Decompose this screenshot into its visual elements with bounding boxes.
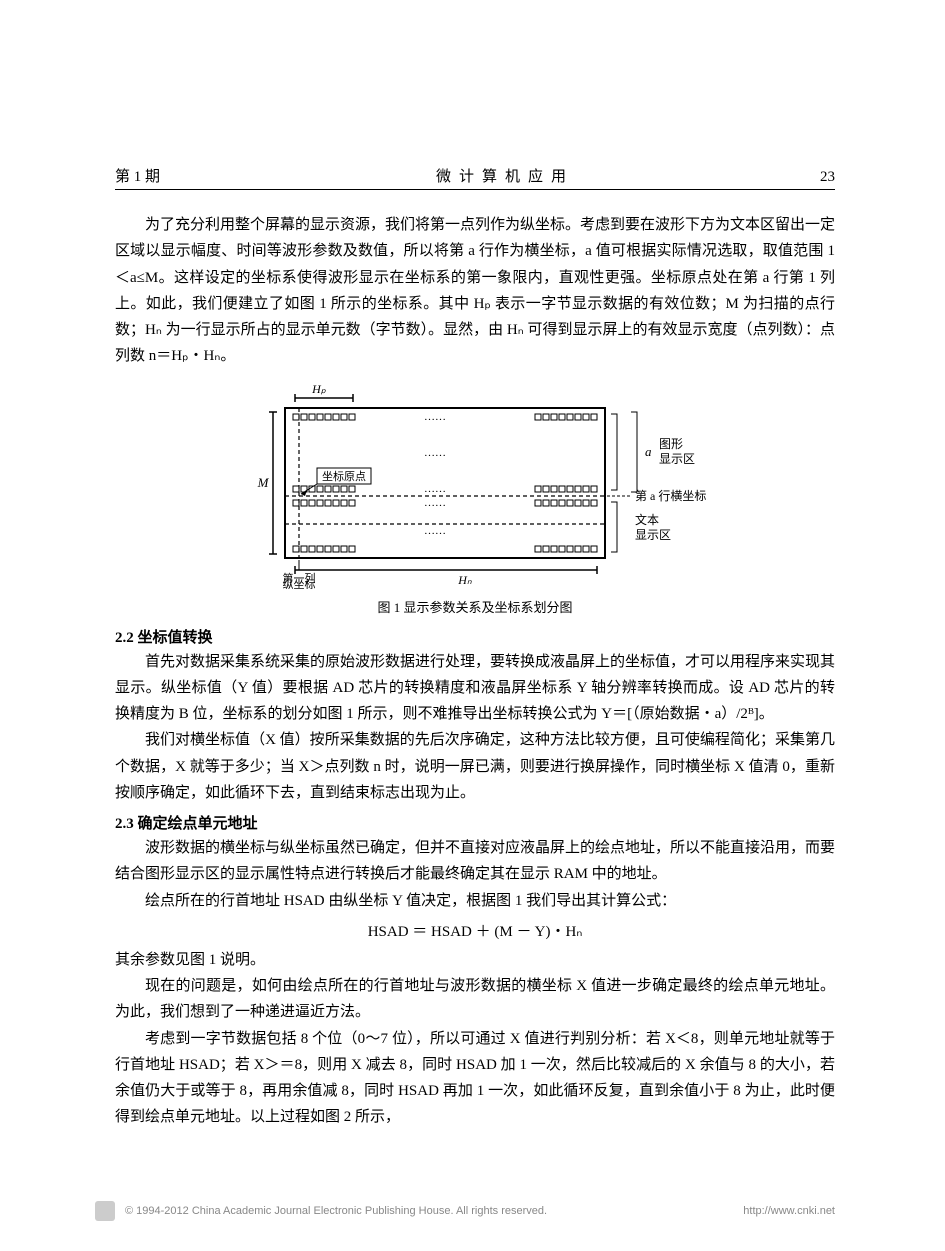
page-header: 第 1 期 微计算机应用 23 <box>115 165 835 190</box>
svg-text:……: …… <box>424 525 446 537</box>
footer-url: http://www.cnki.net <box>743 1205 835 1217</box>
pixel-row-bottom <box>293 546 597 552</box>
label-hp: Hₚ <box>311 384 327 396</box>
heading-2-3: 2.3 确定绘点单元地址 <box>115 812 835 833</box>
cnki-logo-icon <box>95 1201 115 1221</box>
label-a: a <box>645 444 652 459</box>
paragraph-6: 其余参数见图 1 说明。 <box>115 947 835 973</box>
paragraph-1: 为了充分利用整个屏幕的显示资源，我们将第一点列作为纵坐标。考虑到要在波形下方为文… <box>115 212 835 370</box>
paragraph-8: 考虑到一字节数据包括 8 个位（0～7 位），所以可通过 X 值进行判别分析：若… <box>115 1026 835 1131</box>
paragraph-3: 我们对横坐标值（X 值）按所采集数据的先后次序确定，这种方法比较方便，且可使编程… <box>115 727 835 806</box>
label-origin: 坐标原点 <box>322 469 366 483</box>
svg-text:……: …… <box>424 447 446 459</box>
label-text-area-2: 显示区 <box>635 528 671 542</box>
label-graphics-area-2: 显示区 <box>659 452 695 466</box>
paragraph-5: 绘点所在的行首地址 HSAD 由纵坐标 Y 值决定，根据图 1 我们导出其计算公… <box>115 888 835 914</box>
label-text-area-1: 文本 <box>635 512 659 527</box>
page: 第 1 期 微计算机应用 23 为了充分利用整个屏幕的显示资源，我们将第一点列作… <box>0 0 945 1251</box>
svg-text:……: …… <box>424 497 446 509</box>
footer-copyright: © 1994-2012 China Academic Journal Elect… <box>125 1205 547 1217</box>
figure-1-diagram: Hₚ M Hₙ …… …… 坐标原点 <box>235 384 715 589</box>
label-row-a: 第 a 行横坐标 <box>635 489 706 503</box>
header-issue: 第 1 期 <box>115 165 235 186</box>
label-hn: Hₙ <box>457 573 472 587</box>
paragraph-4: 波形数据的横坐标与纵坐标虽然已确定，但并不直接对应液晶屏上的绘点地址，所以不能直… <box>115 835 835 888</box>
pixel-row-a-below: …… <box>293 497 597 509</box>
paragraph-2: 首先对数据采集系统采集的原始波形数据进行处理，要转换成液晶屏上的坐标值，才可以用… <box>115 649 835 728</box>
label-graphics-area-1: 图形 <box>659 437 683 451</box>
label-m: M <box>257 475 270 490</box>
formula-hsad: HSAD ＝ HSAD ＋ (M － Y)・Hₙ <box>115 920 835 941</box>
header-page-number: 23 <box>775 169 835 186</box>
header-journal-title: 微计算机应用 <box>235 165 775 186</box>
paragraph-7: 现在的问题是，如何由绘点所在的行首地址与波形数据的横坐标 X 值进一步确定最终的… <box>115 973 835 1026</box>
heading-2-2: 2.2 坐标值转换 <box>115 626 835 647</box>
page-footer: © 1994-2012 China Academic Journal Elect… <box>95 1201 835 1221</box>
svg-text:……: …… <box>424 483 446 495</box>
pixel-row-a: …… <box>293 483 597 495</box>
svg-text:……: …… <box>424 411 446 423</box>
label-col1-2: 纵坐标 <box>283 577 316 589</box>
figure-1-caption: 图 1 显示参数关系及坐标系划分图 <box>115 597 835 616</box>
pixel-row-1: …… <box>293 411 597 423</box>
figure-1: Hₚ M Hₙ …… …… 坐标原点 <box>115 384 835 616</box>
